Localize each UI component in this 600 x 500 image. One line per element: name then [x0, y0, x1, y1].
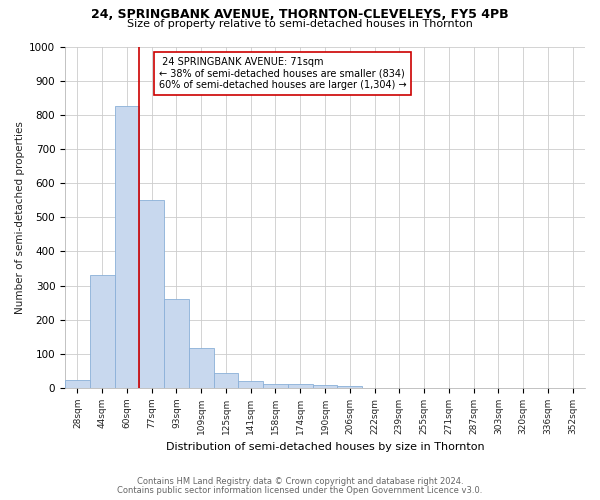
- Y-axis label: Number of semi-detached properties: Number of semi-detached properties: [15, 121, 25, 314]
- Bar: [313, 386, 337, 388]
- Bar: [238, 380, 263, 388]
- X-axis label: Distribution of semi-detached houses by size in Thornton: Distribution of semi-detached houses by …: [166, 442, 484, 452]
- Bar: [90, 276, 115, 388]
- Bar: [65, 380, 90, 388]
- Bar: [214, 374, 238, 388]
- Text: Size of property relative to semi-detached houses in Thornton: Size of property relative to semi-detach…: [127, 19, 473, 29]
- Bar: [288, 384, 313, 388]
- Bar: [139, 200, 164, 388]
- Text: Contains public sector information licensed under the Open Government Licence v3: Contains public sector information licen…: [118, 486, 482, 495]
- Bar: [115, 106, 139, 388]
- Bar: [337, 386, 362, 388]
- Bar: [189, 348, 214, 388]
- Text: Contains HM Land Registry data © Crown copyright and database right 2024.: Contains HM Land Registry data © Crown c…: [137, 477, 463, 486]
- Bar: [164, 300, 189, 388]
- Bar: [263, 384, 288, 388]
- Text: 24, SPRINGBANK AVENUE, THORNTON-CLEVELEYS, FY5 4PB: 24, SPRINGBANK AVENUE, THORNTON-CLEVELEY…: [91, 8, 509, 20]
- Text: 24 SPRINGBANK AVENUE: 71sqm
← 38% of semi-detached houses are smaller (834)
60% : 24 SPRINGBANK AVENUE: 71sqm ← 38% of sem…: [158, 56, 406, 90]
